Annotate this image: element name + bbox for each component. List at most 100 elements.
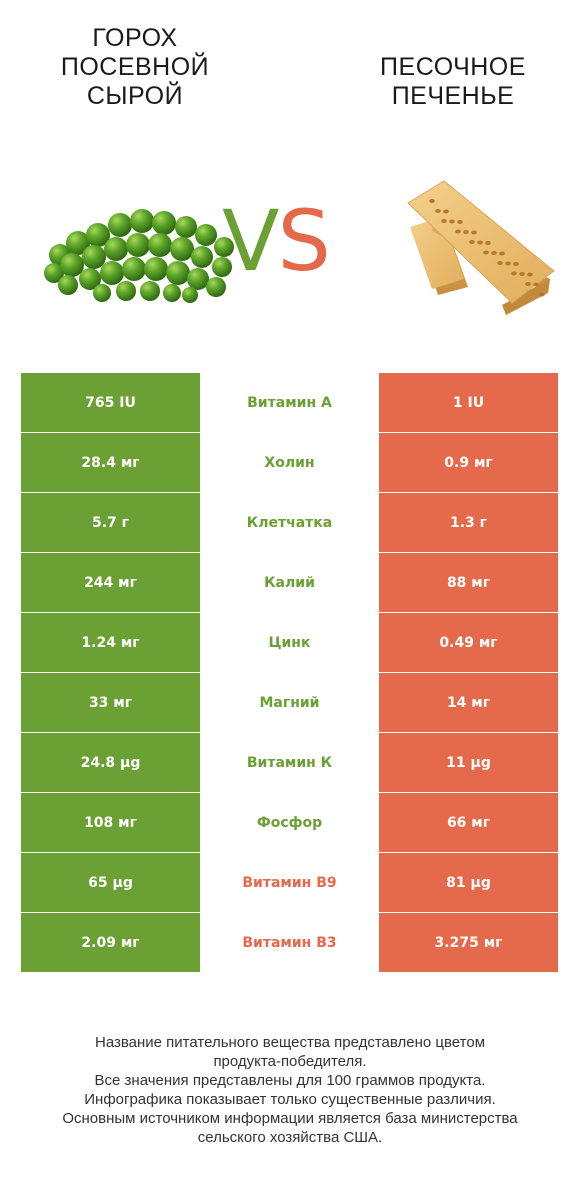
table-row: 33 мг Магний 14 мг	[21, 673, 558, 733]
pea	[182, 287, 198, 303]
pea	[116, 281, 136, 301]
cookie-hole	[519, 272, 525, 276]
pea	[108, 213, 132, 237]
cookie-hole	[499, 251, 505, 256]
right-product-title: ПЕСОЧНОЕ ПЕЧЕНЬЕ	[358, 53, 548, 111]
footer-line: Все значения представлены для 100 граммо…	[94, 1072, 486, 1089]
table-row: 24.8 µg Витамин К 11 µg	[21, 733, 558, 793]
nutrient-name: Магний	[200, 673, 379, 732]
left-value: 33 мг	[21, 673, 200, 732]
footer-line: Инфографика показывает только существенн…	[84, 1091, 496, 1108]
left-value: 108 мг	[21, 793, 200, 852]
pea	[60, 253, 84, 277]
pea	[79, 268, 101, 290]
cookie-hole	[483, 250, 489, 255]
pea	[170, 237, 194, 261]
nutrient-name: Витамин А	[200, 373, 379, 432]
pea	[175, 216, 197, 238]
pea	[82, 245, 106, 269]
versus-v: V	[222, 192, 279, 290]
table-row: 5.7 г Клетчатка 1.3 г	[21, 493, 558, 553]
cookie-hole	[477, 240, 483, 245]
left-value: 2.09 мг	[21, 913, 200, 972]
left-product-title: ГОРОХ ПОСЕВНОЙ СЫРОЙ	[40, 24, 230, 111]
right-title-line: ПЕЧЕНЬЕ	[391, 82, 515, 110]
table-row: 108 мг Фосфор 66 мг	[21, 793, 558, 853]
pea	[195, 224, 217, 246]
pea	[100, 261, 124, 285]
right-value: 0.9 мг	[379, 433, 558, 492]
pea	[66, 231, 90, 255]
cookie-hole	[485, 241, 491, 245]
cookie-hole	[429, 199, 435, 203]
pea	[86, 223, 110, 247]
nutrient-name: Фосфор	[200, 793, 379, 852]
right-value: 11 µg	[379, 733, 558, 792]
peas-image	[44, 209, 234, 303]
pea	[166, 261, 190, 285]
nutrient-name: Цинк	[200, 613, 379, 672]
left-value: 24.8 µg	[21, 733, 200, 792]
footer-line: Основным источником информации является …	[62, 1110, 518, 1127]
left-value: 244 мг	[21, 553, 200, 612]
cookie-hole	[463, 230, 469, 234]
nutrient-name: Калий	[200, 553, 379, 612]
pea	[130, 209, 154, 233]
footer-line: Название питательного вещества представл…	[94, 1034, 486, 1051]
left-title-line: СЫРОЙ	[86, 82, 184, 110]
pea	[122, 257, 146, 281]
versus-s: S	[277, 192, 330, 290]
pea	[58, 275, 78, 295]
right-value: 1 IU	[379, 373, 558, 432]
right-value: 88 мг	[379, 553, 558, 612]
left-value: 65 µg	[21, 853, 200, 912]
pea	[144, 257, 168, 281]
pea	[206, 277, 226, 297]
nutrient-name: Витамин К	[200, 733, 379, 792]
cookie-hole	[513, 262, 519, 266]
footer-line: сельского хозяйства США.	[197, 1129, 383, 1146]
cookie-hole	[525, 282, 531, 286]
right-value: 66 мг	[379, 793, 558, 852]
versus-label: VS	[222, 196, 352, 286]
table-row: 2.09 мг Витамин B3 3.275 мг	[21, 913, 558, 973]
table-row: 1.24 мг Цинк 0.49 мг	[21, 613, 558, 673]
right-value: 3.275 мг	[379, 913, 558, 972]
cookie-hole	[505, 261, 511, 266]
nutrient-name: Витамин B9	[200, 853, 379, 912]
cookie-hole	[455, 229, 461, 234]
cookie-hole	[497, 261, 503, 265]
left-value: 765 IU	[21, 373, 200, 432]
pea	[187, 268, 209, 290]
pea	[104, 237, 128, 261]
pea	[191, 246, 213, 268]
pea	[163, 284, 181, 302]
left-title-line: ГОРОХ	[92, 24, 178, 52]
pea	[93, 284, 111, 302]
table-row: 244 мг Калий 88 мг	[21, 553, 558, 613]
left-value: 1.24 мг	[21, 613, 200, 672]
cookie-hole	[511, 271, 517, 276]
right-value: 0.49 мг	[379, 613, 558, 672]
cookie-hole	[457, 220, 463, 224]
right-value: 1.3 г	[379, 493, 558, 552]
left-value: 28.4 мг	[21, 433, 200, 492]
pea	[214, 237, 234, 257]
shortbread-cookie-image	[407, 180, 555, 315]
cookie-hole	[527, 272, 533, 277]
pea	[126, 233, 150, 257]
table-row: 28.4 мг Холин 0.9 мг	[21, 433, 558, 493]
nutrient-name: Витамин B3	[200, 913, 379, 972]
table-row: 65 µg Витамин B9 81 µg	[21, 853, 558, 913]
nutrient-name: Клетчатка	[200, 493, 379, 552]
cookie-hole	[469, 240, 475, 244]
cookie-hole	[491, 251, 497, 255]
pea	[212, 257, 232, 277]
footer-note: Название питательного вещества представл…	[20, 1033, 560, 1147]
cookie-hole	[443, 209, 449, 214]
cookie-hole	[533, 282, 539, 287]
pea	[152, 211, 176, 235]
cookie-hole	[435, 209, 441, 213]
